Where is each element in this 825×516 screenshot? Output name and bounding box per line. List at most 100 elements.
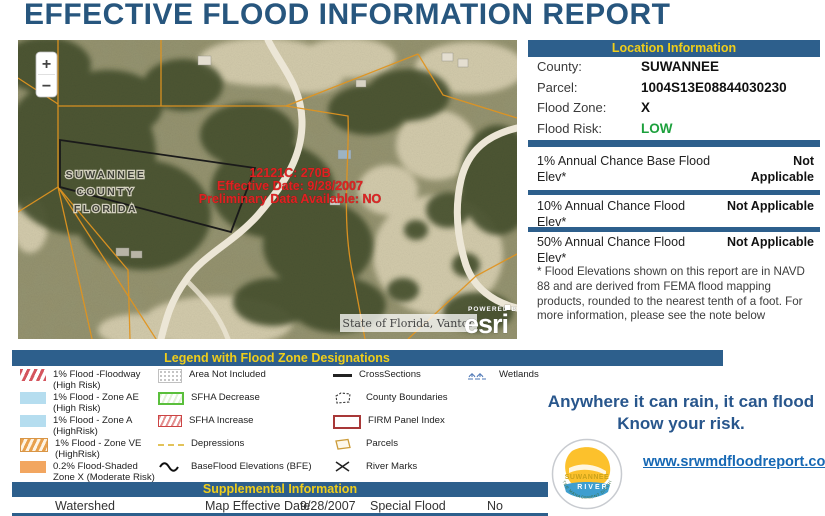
page-title: EFFECTIVE FLOOD INFORMATION REPORT — [24, 0, 671, 31]
legend-item-sfha-increase: SFHA Increase — [158, 414, 328, 437]
divider-bar — [12, 513, 548, 516]
wetlands-swatch — [468, 373, 486, 380]
base-flood-elev-row: 1% Annual Chance Base Flood Elev* Not Ap… — [528, 153, 820, 186]
svg-text:FLORIDA: FLORIDA — [74, 203, 138, 215]
county-value: SUWANNEE — [641, 58, 720, 74]
legend-item-shaded-zone-x: 0.2% Flood-Shaded Zone X (Moderate Risk) — [20, 460, 160, 483]
slogan-line2: Know your risk. — [617, 414, 745, 434]
legend-item-bfe: BaseFlood Elevations (BFE) — [158, 460, 328, 483]
parcel-row: Parcel: 1004S13E08844030230 — [528, 77, 820, 97]
sfha-increase-swatch — [158, 415, 182, 427]
county-label: County: — [537, 58, 582, 74]
map-effective-date-label: Map Effective Date — [205, 499, 311, 513]
legend-column-2: Area Not Included SFHA Decrease SFHA Inc… — [158, 368, 328, 483]
svg-text:esri: esri — [464, 309, 508, 339]
divider-bar — [528, 227, 820, 232]
flood-elev-50pct-row: 50% Annual Chance Flood Elev* Not Applic… — [528, 234, 820, 267]
flood-elev-50pct-value: Not Applicable — [726, 235, 814, 249]
subject-parcel-outline — [59, 138, 257, 234]
divider-bar — [528, 140, 820, 147]
crosssections-line-swatch — [333, 374, 352, 377]
map-attribution: State of Florida, Vantor — [340, 314, 477, 332]
map-roads — [157, 40, 517, 339]
parcel-label: Parcel: — [537, 79, 578, 95]
county-row: County: SUWANNEE — [528, 56, 820, 76]
flood-risk-row: Flood Risk: LOW — [528, 118, 820, 138]
map-effective-date-value: 9/28/2007 — [300, 499, 356, 513]
county-map-label: SUWANNEE COUNTY FLORIDA — [64, 168, 147, 217]
svg-text:Effective Date: 9/28/2007: Effective Date: 9/28/2007 — [217, 179, 363, 193]
area-not-included-swatch — [158, 369, 182, 383]
legend-item-depressions: Depressions — [158, 437, 328, 460]
logo-water-shape — [564, 482, 610, 498]
legend-item-county-boundaries: County Boundaries — [333, 391, 468, 414]
legend-item-zone-ae: 1% Flood - Zone AE (High Risk) — [20, 391, 160, 414]
srwmd-logo: SUWANNEE RIVER WATER MANAGEMENT DISTRICT — [549, 434, 623, 510]
parcel-value: 1004S13E08844030230 — [641, 79, 787, 95]
flood-zone-value: X — [641, 99, 651, 115]
legend-column-1: 1% Flood -Floodway (High Risk) 1% Flood … — [20, 368, 160, 483]
floodway-hatch-swatch — [20, 369, 46, 381]
svg-text:COUNTY: COUNTY — [76, 186, 135, 198]
sfha-decrease-swatch — [158, 392, 184, 405]
legend-item-floodway: 1% Flood -Floodway (High Risk) — [20, 368, 160, 391]
divider-bar — [528, 190, 820, 195]
flood-elev-10pct-value: Not Applicable — [726, 199, 814, 213]
zoom-in-button[interactable]: + — [42, 56, 51, 73]
base-flood-elev-value: Not Applicable — [750, 154, 814, 185]
legend-item-wetlands: Wetlands — [466, 368, 576, 391]
bfe-wavy-line-swatch — [159, 462, 179, 472]
base-flood-elev-label: 1% Annual Chance Base Flood Elev* — [537, 154, 711, 185]
legend-item-river-marks: River Marks — [333, 460, 468, 483]
legend-item-crosssections: CrossSections — [333, 368, 468, 391]
slogan-line1: Anywhere it can rain, it can flood — [547, 392, 815, 411]
flood-risk-value: LOW — [641, 120, 673, 136]
depressions-line-swatch — [158, 444, 184, 446]
svg-text:12121C: 270B: 12121C: 270B — [249, 166, 330, 180]
legend-item-firm-panel-index: FIRM Panel Index — [333, 414, 468, 437]
esri-logo: POWERED BY esri — [464, 304, 517, 339]
legend-header: Legend with Flood Zone Designations — [12, 350, 723, 366]
flood-map[interactable]: SUWANNEE COUNTY FLORIDA 12121C: 270B Eff… — [18, 40, 517, 339]
county-boundaries-swatch — [335, 392, 351, 404]
flood-report-link[interactable]: www.srwmdfloodreport.com — [643, 454, 825, 470]
river-marks-x-swatch — [335, 461, 350, 472]
zone-a-swatch — [20, 415, 46, 427]
zoom-out-button[interactable]: − — [42, 78, 51, 95]
svg-text:SUWANNEE: SUWANNEE — [66, 169, 147, 181]
flood-elev-50pct-label: 50% Annual Chance Flood Elev* — [537, 235, 686, 266]
firm-panel-overlay-text: 12121C: 270B Effective Date: 9/28/2007 P… — [198, 166, 382, 207]
legend-item-area-not-included: Area Not Included — [158, 368, 328, 391]
legend-column-3: CrossSections County Boundaries FIRM Pan… — [333, 368, 468, 483]
legend-item-zone-ve: 1% Flood - Zone VE (HighRisk) — [20, 437, 160, 460]
firm-panel-index-swatch — [333, 415, 361, 429]
zone-ae-swatch — [20, 392, 46, 404]
parcels-swatch — [335, 438, 351, 450]
legend-item-sfha-decrease: SFHA Decrease — [158, 391, 328, 414]
supplemental-header: Supplemental Information — [12, 482, 548, 497]
legend-item-zone-a: 1% Flood - Zone A (HighRisk) — [20, 414, 160, 437]
logo-suwannee-text: SUWANNEE — [565, 474, 609, 481]
flood-elev-10pct-label: 10% Annual Chance Flood Elev* — [537, 199, 686, 230]
location-info-header: Location Information — [528, 40, 820, 57]
flood-zone-row: Flood Zone: X — [528, 97, 820, 117]
map-noise-texture — [18, 40, 517, 339]
logo-river-text: RIVER — [577, 484, 608, 491]
watershed-label: Watershed — [55, 499, 115, 513]
slogan: Anywhere it can rain, it can flood Know … — [545, 391, 817, 435]
flood-zone-label: Flood Zone: — [537, 99, 607, 115]
map-zoom-control: + − — [35, 51, 58, 98]
shaded-zone-x-swatch — [20, 461, 46, 473]
flood-elev-10pct-row: 10% Annual Chance Flood Elev* Not Applic… — [528, 198, 820, 231]
svg-text:POWERED BY: POWERED BY — [468, 306, 517, 313]
zone-ve-swatch — [20, 438, 48, 452]
svg-text:Preliminary Data Available: NO: Preliminary Data Available: NO — [199, 192, 382, 206]
svg-text:State of Florida, Vantor: State of Florida, Vantor — [342, 317, 474, 330]
map-buildings — [115, 52, 469, 259]
legend-item-parcels: Parcels — [333, 437, 468, 460]
flood-risk-label: Flood Risk: — [537, 120, 603, 136]
legend-column-4: Wetlands — [466, 368, 576, 391]
elevation-note: * Flood Elevations shown on this report … — [537, 265, 805, 323]
sfha-area-value: No — [487, 499, 503, 513]
